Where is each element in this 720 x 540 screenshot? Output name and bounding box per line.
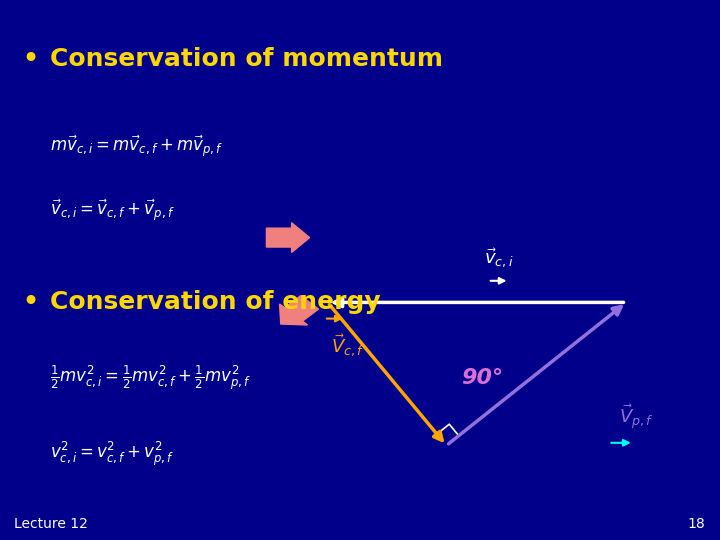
Text: Lecture 12: Lecture 12 (14, 517, 89, 531)
FancyArrow shape (279, 296, 318, 325)
Text: $m\vec{v}_{c,i} = m\vec{v}_{c,f} + m\vec{v}_{p,f}$: $m\vec{v}_{c,i} = m\vec{v}_{c,f} + m\vec… (50, 133, 224, 159)
Text: 90°: 90° (462, 368, 503, 388)
Text: •: • (22, 288, 40, 317)
Text: $\vec{V}_{c,f}$: $\vec{V}_{c,f}$ (331, 332, 365, 359)
Text: Conservation of momentum: Conservation of momentum (50, 48, 444, 71)
Text: $\vec{v}_{c,i} = \vec{v}_{c,f} + \vec{v}_{p,f}$: $\vec{v}_{c,i} = \vec{v}_{c,f} + \vec{v}… (50, 198, 175, 224)
Text: $\vec{v}_{c,i}$: $\vec{v}_{c,i}$ (484, 247, 513, 270)
Text: •: • (22, 45, 40, 74)
Text: $\vec{V}_{p,f}$: $\vec{V}_{p,f}$ (619, 403, 654, 432)
Text: Conservation of energy: Conservation of energy (50, 291, 381, 314)
Text: 18: 18 (688, 517, 706, 531)
FancyArrow shape (266, 222, 310, 252)
Text: $v^2_{c,i} = v^2_{c,f} + v^2_{p,f}$: $v^2_{c,i} = v^2_{c,f} + v^2_{p,f}$ (50, 440, 175, 468)
Text: $\frac{1}{2}mv^2_{c,i} = \frac{1}{2}mv^2_{c,f} + \frac{1}{2}mv^2_{p,f}$: $\frac{1}{2}mv^2_{c,i} = \frac{1}{2}mv^2… (50, 363, 252, 393)
